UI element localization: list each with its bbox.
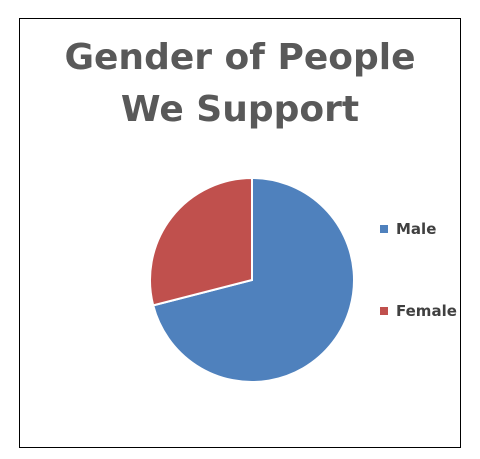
legend-item-female: Female (380, 302, 457, 320)
chart-title-line-2: We Support (120, 89, 360, 130)
pie-slices (149, 176, 355, 383)
chart-title-line-1: Gender of People (64, 37, 416, 78)
pie-slice-male (151, 176, 355, 383)
legend-label-male: Male (396, 220, 437, 238)
legend-swatch-female (380, 307, 388, 315)
chart-title: Gender of People We Support (0, 32, 480, 136)
legend-label-female: Female (396, 302, 457, 320)
legend-swatch-male (380, 225, 388, 233)
legend-item-male: Male (380, 220, 436, 238)
pie-slice-female (149, 176, 253, 307)
